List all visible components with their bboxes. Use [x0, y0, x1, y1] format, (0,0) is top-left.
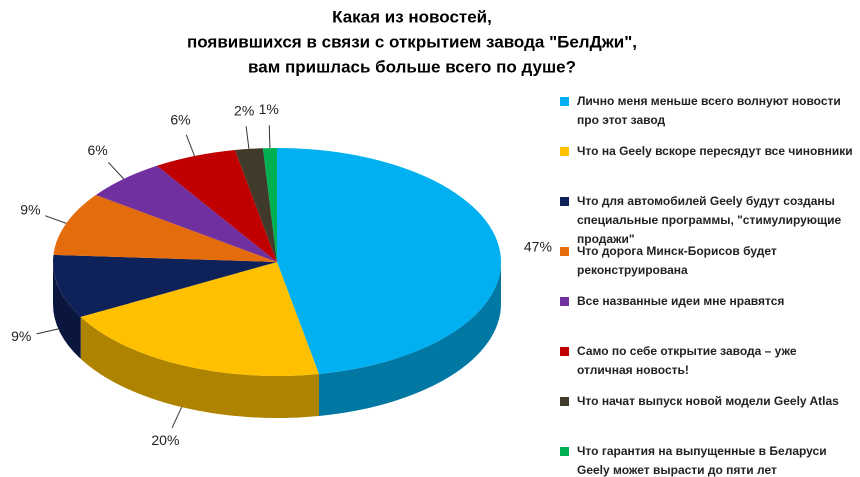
- legend-swatch: [560, 397, 569, 406]
- legend-swatch: [560, 297, 569, 306]
- value-label: 6%: [170, 112, 190, 128]
- legend-swatch: [560, 147, 569, 156]
- value-label: 2%: [234, 102, 254, 118]
- chart-title: Какая из новостей,: [332, 7, 492, 26]
- value-label: 9%: [11, 328, 31, 344]
- leader-line: [171, 406, 183, 428]
- chart-title: вам пришлась больше всего по душе?: [248, 57, 576, 76]
- legend-label: Все названные идеи мне нравятся: [577, 294, 785, 308]
- legend-item: Что начат выпуск новой модели Geely Atla…: [560, 392, 855, 411]
- chart-title: появившихся в связи с открытием завода "…: [187, 32, 637, 51]
- leader-line: [268, 125, 271, 149]
- pie-slice: [277, 148, 501, 374]
- leader-line: [185, 134, 196, 157]
- leader-line: [107, 161, 125, 180]
- value-label: 47%: [524, 238, 552, 254]
- legend-item: Что на Geely вскоре пересядут все чиновн…: [560, 142, 855, 161]
- leader-line: [44, 215, 67, 224]
- legend-item: Все названные идеи мне нравятся: [560, 292, 855, 311]
- pie-slice-side: [318, 262, 502, 416]
- legend-item: Само по себе открытие завода – уже отлич…: [560, 342, 855, 380]
- legend-label: Лично меня меньше всего волнуют новости …: [577, 94, 841, 127]
- value-label: 9%: [20, 201, 40, 217]
- legend-label: Само по себе открытие завода – уже отлич…: [577, 344, 797, 377]
- legend-label: Что для автомобилей Geely будут созданы …: [577, 194, 842, 246]
- legend-item: Что гарантия на выпущенные в Беларуси Ge…: [560, 442, 855, 477]
- pie-slice-side: [80, 316, 319, 418]
- pie-slice: [262, 148, 277, 262]
- leader-line: [36, 328, 59, 335]
- legend-label: Что на Geely вскоре пересядут все чиновн…: [577, 144, 853, 158]
- legend-label: Что начат выпуск новой модели Geely Atla…: [577, 394, 839, 408]
- legend-label: Что гарантия на выпущенные в Беларуси Ge…: [577, 444, 827, 477]
- pie-slice: [80, 262, 319, 376]
- legend-label: Что дорога Минск-Борисов будет реконстру…: [577, 244, 777, 277]
- legend-swatch: [560, 347, 569, 356]
- leader-line: [245, 126, 250, 149]
- pie-slice: [235, 148, 277, 262]
- legend-item: Лично меня меньше всего волнуют новости …: [560, 92, 855, 130]
- pie-slice: [53, 254, 278, 317]
- value-label: 6%: [87, 142, 107, 158]
- legend-swatch: [560, 447, 569, 456]
- legend-item: Что дорога Минск-Борисов будет реконстру…: [560, 242, 855, 280]
- legend-swatch: [560, 197, 569, 206]
- legend-item: Что для автомобилей Geely будут созданы …: [560, 192, 855, 249]
- legend-swatch: [560, 97, 569, 106]
- pie-slice: [156, 150, 277, 262]
- value-label: 1%: [259, 101, 279, 117]
- pie-slice-side: [53, 262, 81, 359]
- pie-slice: [53, 194, 277, 262]
- value-label: 20%: [151, 432, 179, 448]
- legend-swatch: [560, 247, 569, 256]
- pie-slice: [95, 165, 278, 262]
